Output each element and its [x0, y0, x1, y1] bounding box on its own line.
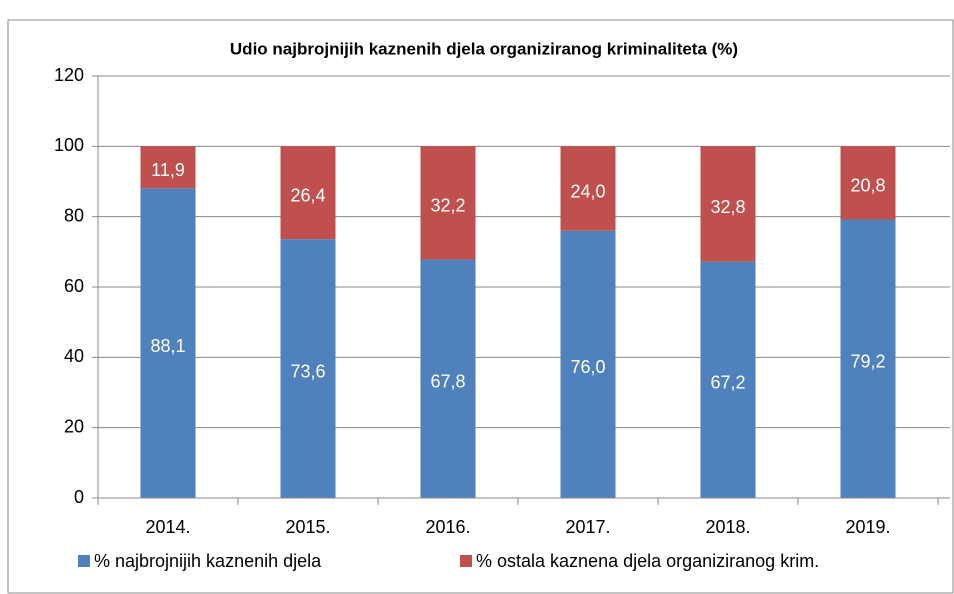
- data-label: 20,8: [850, 176, 885, 196]
- bar-segment: [840, 146, 896, 220]
- y-tick-label: 40: [64, 346, 84, 366]
- bar-segment: [280, 146, 336, 240]
- bar-segment: [420, 259, 476, 498]
- data-label: 11,9: [151, 160, 185, 180]
- y-tick-label: 80: [64, 205, 84, 225]
- legend-label: % najbrojnijih kaznenih djela: [94, 551, 322, 571]
- legend-label: % ostala kaznena djela organiziranog kri…: [476, 551, 819, 571]
- data-label: 24,0: [570, 181, 605, 201]
- bar-segment: [700, 261, 756, 498]
- data-label: 32,8: [710, 197, 745, 217]
- data-label: 67,2: [710, 373, 745, 393]
- y-tick-label: 20: [64, 416, 84, 436]
- data-label: 79,2: [850, 351, 885, 371]
- bar-segment: [560, 230, 616, 498]
- y-tick-label: 0: [74, 487, 84, 507]
- bar-segment: [280, 239, 336, 498]
- bar-segment: [560, 146, 616, 231]
- data-label: 76,0: [570, 357, 605, 377]
- bar-segment: [140, 146, 196, 189]
- data-label: 32,2: [430, 196, 465, 216]
- x-tick-label: 2014.: [145, 517, 190, 537]
- legend-swatch: [78, 555, 90, 567]
- bar-segment: [840, 219, 896, 499]
- x-tick-label: 2018.: [705, 517, 750, 537]
- bar-segment: [700, 146, 756, 262]
- bar-segment: [420, 146, 476, 260]
- chart-title: Udio najbrojnijih kaznenih djela organiz…: [230, 39, 738, 58]
- x-tick-label: 2017.: [565, 517, 610, 537]
- x-tick-label: 2019.: [845, 517, 890, 537]
- legend-swatch: [460, 555, 472, 567]
- x-tick-label: 2015.: [285, 517, 330, 537]
- data-label: 88,1: [150, 336, 185, 356]
- data-label: 73,6: [290, 361, 325, 381]
- data-label: 67,8: [430, 372, 465, 392]
- y-tick-label: 120: [54, 65, 84, 85]
- y-tick-label: 60: [64, 276, 84, 296]
- y-tick-label: 100: [54, 135, 84, 155]
- bar-segment: [140, 188, 196, 498]
- x-tick-label: 2016.: [425, 517, 470, 537]
- data-label: 26,4: [290, 186, 325, 206]
